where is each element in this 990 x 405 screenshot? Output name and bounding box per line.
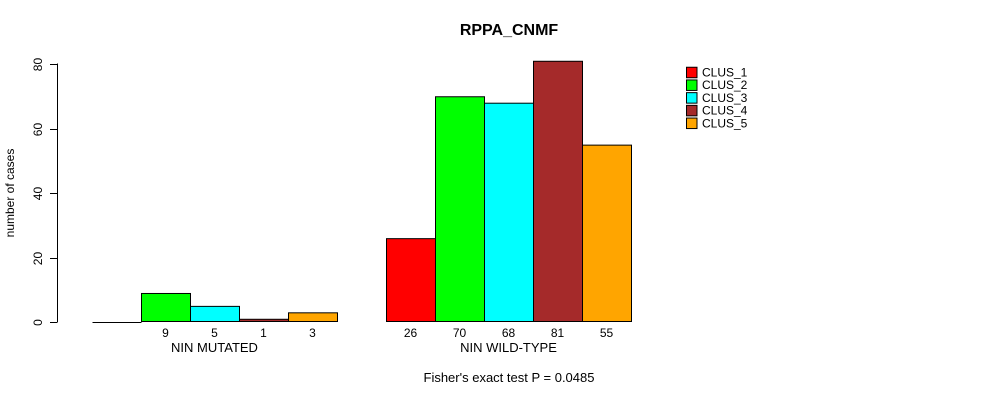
bar-value-label: 68 (502, 326, 516, 340)
legend-label-clus-4: CLUS_4 (702, 104, 748, 118)
bar-value-label: 26 (404, 326, 418, 340)
x-axis-category-label: NIN MUTATED (171, 340, 258, 355)
legend-swatch-clus-3 (686, 92, 698, 104)
bar-clus-3-nin-mutated (190, 305, 240, 322)
legend-swatch-clus-1 (686, 66, 698, 79)
chart-title: RPPA_CNMF (460, 22, 559, 39)
y-axis-tick-label: 40 (31, 187, 45, 201)
y-axis-label: number of cases (3, 149, 17, 238)
bar-value-label: 1 (260, 326, 267, 340)
bar-clus-5-nin-mutated (288, 312, 338, 323)
bar-value-label: 9 (162, 326, 169, 340)
legend-swatch-clus-4 (686, 104, 698, 117)
legend-label-clus-3: CLUS_3 (702, 91, 748, 105)
bar-value-label: 70 (453, 326, 467, 340)
bar-clus-2-nin-wild-type (435, 96, 485, 322)
legend-label-clus-1: CLUS_1 (702, 66, 748, 80)
legend-swatch-clus-2 (686, 79, 698, 91)
bar-clus-3-nin-wild-type (484, 102, 534, 322)
y-axis: 0 20 40 60 80 (31, 58, 58, 326)
fisher-test-annotation: Fisher's exact test P = 0.0485 (424, 370, 595, 385)
bars-group (92, 60, 632, 323)
bar-clus-4-nin-wild-type (533, 60, 583, 323)
bar-clus-1-nin-wild-type (386, 238, 436, 322)
legend-label-clus-2: CLUS_2 (702, 78, 748, 92)
y-axis-tick-label: 80 (31, 58, 45, 72)
legend-swatch-clus-5 (686, 117, 698, 130)
bar-value-label: 3 (309, 326, 316, 340)
bar-value-label: 55 (600, 326, 614, 340)
x-axis-category-label: NIN WILD-TYPE (460, 340, 557, 355)
y-axis-tick-label: 60 (31, 123, 45, 137)
bar-clus-4-nin-mutated (239, 318, 289, 322)
y-axis-tick-label: 20 (31, 252, 45, 266)
x-axis-labels: 9 5 1 3 NIN MUTATED 26 70 68 81 55 NIN WILD-TYPE (162, 326, 613, 355)
bar-clus-5-nin-wild-type (582, 144, 632, 322)
y-axis-tick-label: 0 (31, 319, 45, 326)
bar-clus-2-nin-mutated (141, 292, 191, 323)
legend-label-clus-5: CLUS_5 (702, 116, 748, 130)
bar-value-label: 81 (551, 326, 565, 340)
bar-value-label: 5 (211, 326, 218, 340)
